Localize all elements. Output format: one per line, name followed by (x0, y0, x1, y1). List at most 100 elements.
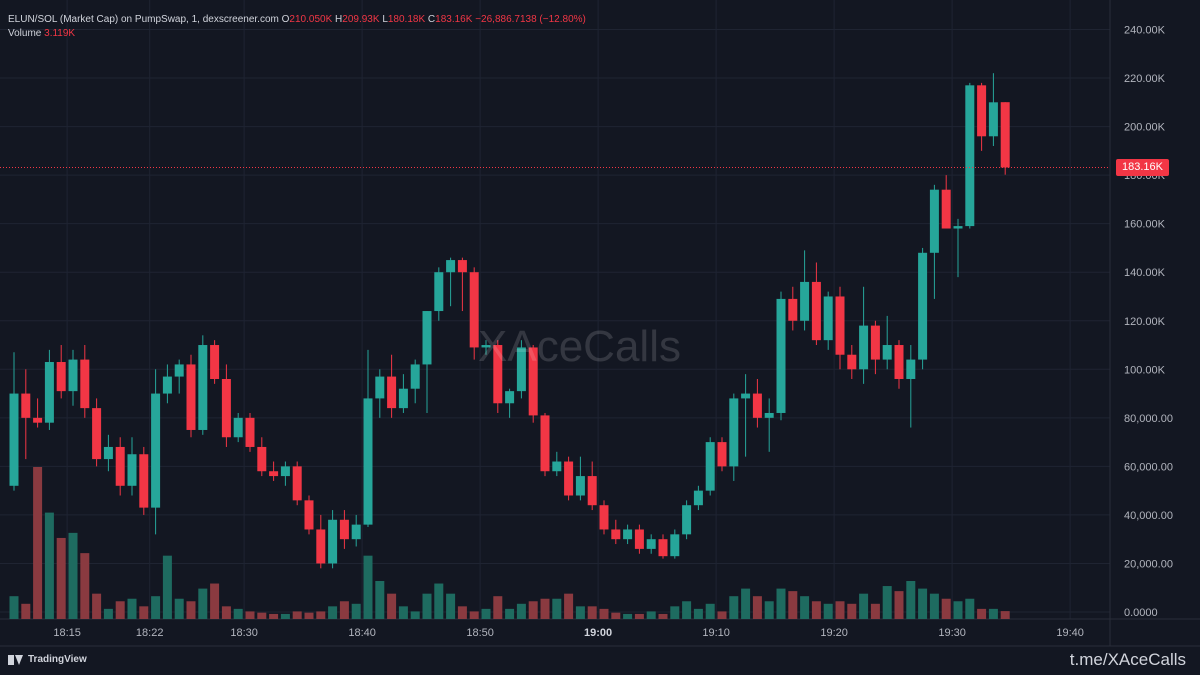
candle (953, 218, 963, 278)
candle-body (457, 260, 467, 273)
tradingview-logo[interactable]: TradingView (8, 654, 87, 665)
volume-bar (21, 603, 31, 619)
volume-bar (516, 603, 526, 619)
candle-body (387, 376, 397, 409)
candle-body (280, 466, 290, 477)
candle (835, 286, 845, 370)
candle (446, 257, 456, 307)
time-tick-label: 18:50 (466, 627, 494, 639)
candle-body (658, 539, 668, 557)
candle-body (988, 102, 998, 137)
time-tick-label: 19:20 (820, 627, 848, 639)
candle-body (410, 364, 420, 389)
candle (292, 461, 302, 506)
volume-bar (977, 608, 987, 619)
volume-bar (670, 606, 680, 619)
volume-bar (174, 598, 184, 619)
price-tick-label: 140.00K (1124, 267, 1166, 279)
candle (811, 262, 821, 346)
volume-bar (859, 593, 869, 619)
candle-body (788, 298, 798, 321)
candle (564, 456, 574, 501)
time-tick-label: 18:30 (230, 627, 258, 639)
candle (387, 354, 397, 418)
candle (918, 247, 928, 370)
candle (1000, 102, 1010, 175)
volume-bar (375, 581, 385, 619)
candle-body (965, 85, 975, 227)
legend-symbol: ELUN/SOL (Market Cap) on PumpSwap, 1, de… (8, 14, 279, 25)
volume-bar (552, 598, 562, 619)
price-tick-label: 20,000.00 (1124, 558, 1173, 570)
volume-bar (658, 613, 668, 619)
candle-body (375, 376, 385, 399)
candle-body (752, 393, 762, 418)
candle-body (446, 260, 456, 273)
volume-bar (245, 611, 255, 619)
candle (151, 369, 161, 535)
candle (870, 320, 880, 375)
candle (882, 315, 892, 370)
candle-body (139, 454, 149, 508)
candle-body (186, 364, 196, 430)
candle (752, 379, 762, 428)
legend-low-value: 180.18K (387, 14, 426, 25)
time-tick-label: 19:10 (702, 627, 730, 639)
candle-body (68, 359, 78, 392)
credit-link[interactable]: t.me/XAceCalls (1069, 650, 1186, 669)
candle-body (587, 476, 597, 506)
candle (977, 82, 987, 151)
candle-body (493, 345, 503, 404)
volume-bar (410, 611, 420, 619)
candle (68, 349, 78, 406)
legend-open-label: O (281, 14, 290, 25)
legend-volume-value: 3.119K (44, 28, 76, 39)
candle-body (80, 359, 90, 409)
price-tick-label: 40,000.00 (1124, 510, 1173, 522)
volume-bar (186, 601, 196, 619)
volume-bar (729, 596, 739, 619)
candle (398, 374, 408, 413)
candle (21, 369, 31, 460)
candle (906, 345, 916, 428)
candle (56, 345, 66, 399)
candle-body (221, 379, 231, 438)
price-tick-label: 220.00K (1124, 73, 1166, 85)
volume-bar (764, 601, 774, 619)
candle-body (339, 519, 349, 540)
volume-bar (493, 596, 503, 619)
legend-change: −26,886.7138 (−12.80%) (475, 14, 586, 25)
legend-high-value: 209.93K (342, 14, 380, 25)
candle-body (115, 446, 125, 486)
candle-body (33, 417, 43, 423)
candle-body (634, 529, 644, 549)
candle (682, 500, 692, 540)
candle-body (257, 446, 267, 472)
volume-bar (540, 598, 550, 619)
volume-bar (623, 613, 633, 619)
legend-low-label: L (382, 14, 388, 25)
price-axis[interactable]: 240.00K220.00K200.00K180.00K160.00K140.0… (1124, 25, 1173, 620)
candle (457, 257, 467, 312)
candle (186, 354, 196, 438)
candle (894, 340, 904, 389)
volume-bar (481, 608, 491, 619)
volume-bar (611, 612, 621, 619)
time-tick-label: 18:40 (348, 627, 376, 639)
candle-body (929, 189, 939, 253)
time-tick-label: 19:40 (1056, 627, 1084, 639)
candles (9, 73, 1010, 569)
volume-bar (941, 598, 951, 619)
candle-body (174, 364, 184, 377)
volume-bar (693, 608, 703, 619)
candle-body (363, 398, 373, 525)
candle-body (717, 442, 727, 467)
time-axis[interactable]: 18:15 18:22 18:30 18:40 18:50 19:00 19:10 19:20… (53, 627, 1084, 639)
candle-body (127, 454, 137, 486)
volume-bar (422, 593, 432, 619)
candle (800, 250, 810, 331)
candle (941, 175, 951, 229)
candle-body (92, 408, 102, 460)
legend-volume-row: Volume 3.119K (8, 27, 586, 41)
